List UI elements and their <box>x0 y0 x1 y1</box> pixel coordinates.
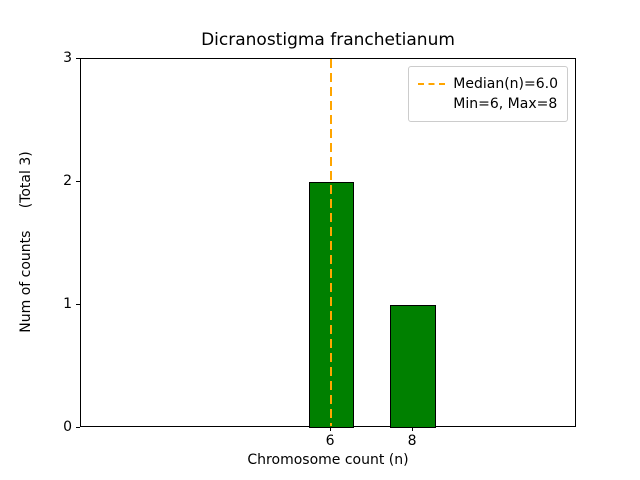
y-tick <box>76 427 80 428</box>
x-tick <box>412 427 414 431</box>
y-tick-label: 3 <box>63 50 72 66</box>
y-tick-label: 1 <box>63 296 72 312</box>
legend-item-median: Median(n)=6.0 <box>418 74 558 94</box>
x-tick-label: 8 <box>407 433 417 449</box>
x-tick <box>330 427 332 431</box>
plot-area: Median(n)=6.0 Min=6, Max=8 <box>80 58 576 428</box>
legend: Median(n)=6.0 Min=6, Max=8 <box>408 66 568 122</box>
y-tick <box>76 304 80 305</box>
bar-x8 <box>390 305 436 428</box>
legend-label-median: Median(n)=6.0 <box>453 76 558 92</box>
x-tick-label: 6 <box>325 433 335 449</box>
x-axis-label: Chromosome count (n) <box>247 452 409 468</box>
median-dashed-line-icon <box>418 83 446 85</box>
y-tick-label: 0 <box>63 419 72 435</box>
median-line <box>330 59 333 426</box>
y-tick <box>76 58 80 59</box>
y-tick-label: 2 <box>63 173 72 189</box>
legend-item-minmax: Min=6, Max=8 <box>418 94 558 114</box>
chart-title: Dicranostigma franchetianum <box>201 30 455 50</box>
legend-label-minmax: Min=6, Max=8 <box>453 96 558 112</box>
y-tick <box>76 181 80 182</box>
